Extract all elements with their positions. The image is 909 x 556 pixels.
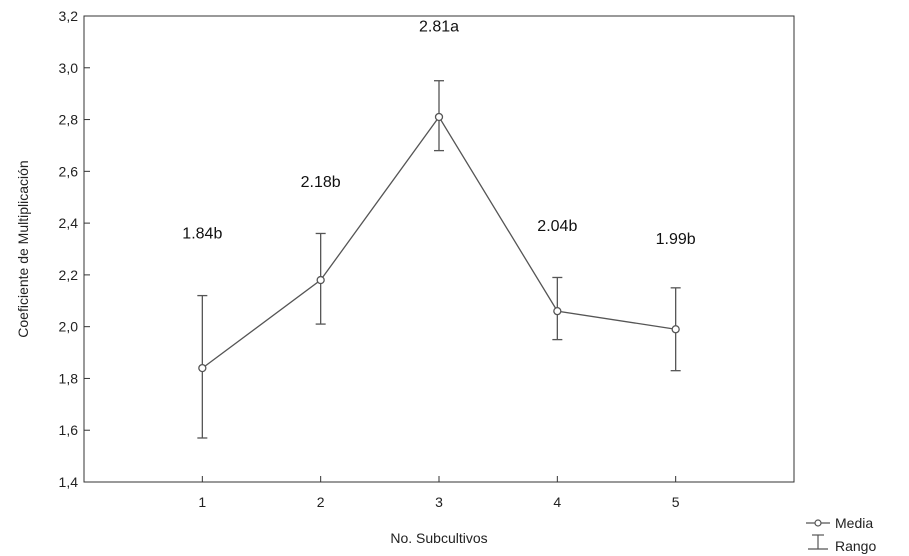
data-label: 2.81a [419, 19, 459, 36]
mean-point [198, 363, 207, 373]
y-tick-label: 1,4 [59, 474, 79, 490]
y-axis-title: Coeficiente de Multiplicación [15, 160, 31, 337]
x-tick-label: 1 [198, 494, 206, 510]
mean-point [671, 325, 680, 334]
y-tick-label: 1,6 [59, 422, 79, 438]
data-labels: 1.84b 2.18b 2.81a 2.04b 1.99b [182, 19, 695, 248]
x-tick-label: 5 [672, 494, 680, 510]
legend-media-label: Media [835, 515, 873, 531]
data-label: 2.18b [301, 174, 341, 191]
y-tick-label: 2,8 [59, 112, 79, 128]
mean-point [553, 306, 562, 316]
x-tick-label: 4 [553, 494, 561, 510]
y-tick-label: 1,8 [59, 370, 79, 386]
mean-point [316, 275, 325, 285]
y-tick-label: 2,4 [59, 215, 79, 231]
x-axis: 1 2 3 4 5 [198, 476, 680, 510]
y-tick-label: 3,0 [59, 60, 79, 76]
y-axis: 1,4 1,6 1,8 2,0 2,2 2,4 2,6 2,8 3,0 3,2 [59, 8, 90, 490]
legend-range-label: Rango [835, 538, 876, 554]
data-label: 1.99b [656, 231, 696, 248]
y-tick-label: 2,0 [59, 319, 79, 335]
y-tick-label: 2,2 [59, 267, 79, 283]
y-tick-label: 3,2 [59, 8, 79, 24]
legend-media-marker [814, 519, 822, 527]
mean-point [434, 112, 444, 122]
data-label: 1.84b [182, 226, 222, 243]
data-label: 2.04b [537, 218, 577, 235]
legend: Media Rango [806, 515, 876, 554]
x-tick-label: 3 [435, 494, 443, 510]
series-line [201, 115, 676, 369]
y-tick-label: 2,6 [59, 163, 79, 179]
series-media [197, 80, 681, 439]
x-tick-label: 2 [317, 494, 325, 510]
x-axis-title: No. Subcultivos [390, 530, 487, 546]
